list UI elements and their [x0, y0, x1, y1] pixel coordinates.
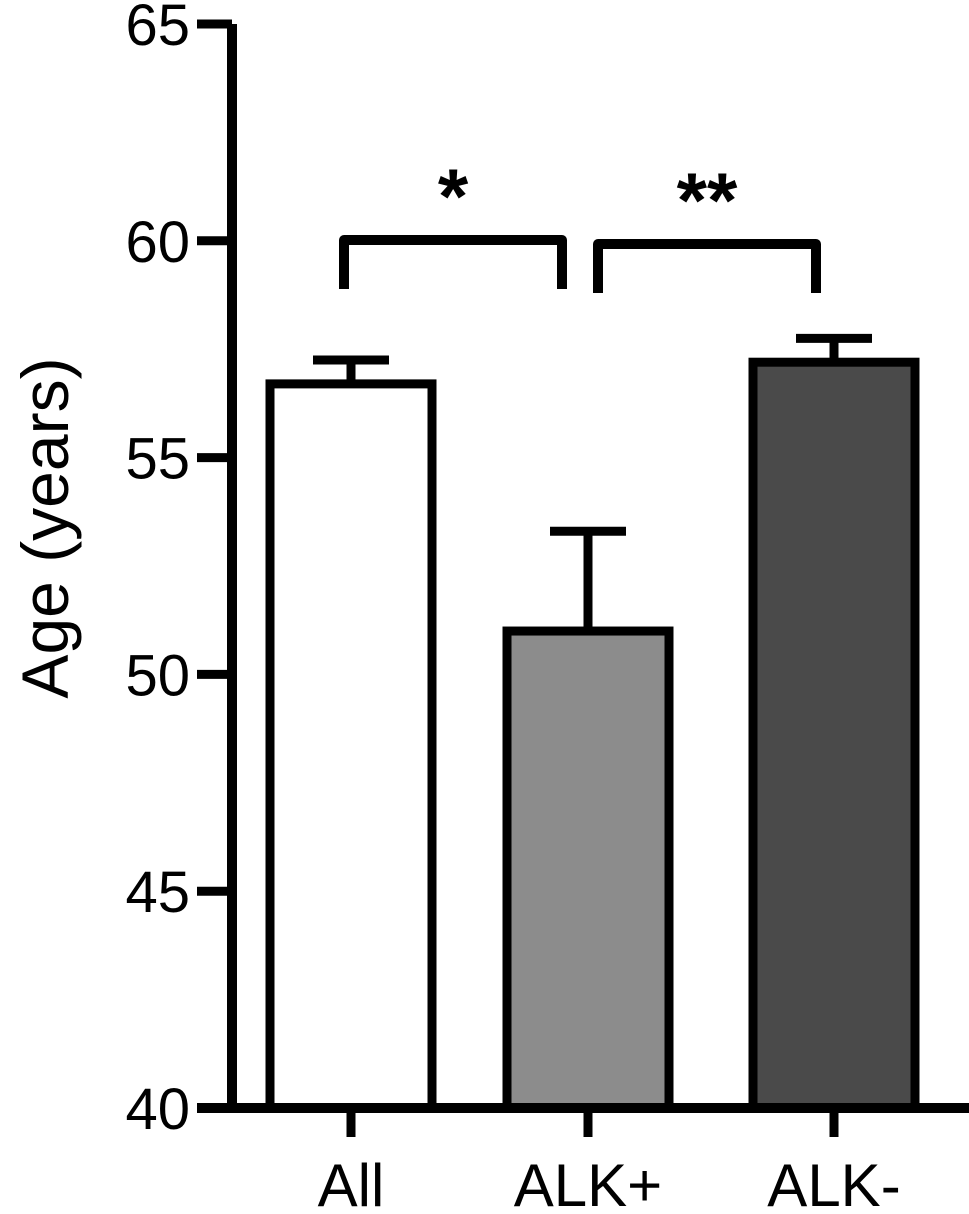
significance-label: *	[438, 152, 469, 240]
category-labels-layer: All ALK+ ALK-	[318, 1152, 901, 1214]
significance-layer: * **	[339, 152, 821, 293]
bars-layer	[265, 357, 920, 1113]
y-tick-label: 45	[125, 860, 190, 925]
significance-bracket	[593, 239, 821, 293]
y-tick-label: 65	[125, 0, 190, 58]
bar-all	[265, 379, 437, 1113]
y-tick-label: 40	[125, 1077, 190, 1142]
significance-label: **	[677, 156, 738, 244]
y-axis-title: Age (years)	[8, 357, 82, 698]
y-tick-label: 50	[125, 643, 190, 708]
x-category-label: All	[318, 1152, 385, 1214]
y-tick-label: 55	[125, 427, 190, 492]
ticks-layer: 40 45 50 55 60 65	[125, 0, 839, 1142]
error-bars-layer	[313, 333, 872, 632]
bar-alk-	[748, 357, 920, 1113]
x-category-label: ALK+	[514, 1152, 662, 1214]
axes-layer	[197, 24, 969, 1113]
y-tick-label: 60	[125, 210, 190, 275]
bar-alk-	[502, 626, 674, 1113]
x-category-label: ALK-	[767, 1152, 900, 1214]
significance-bracket	[339, 235, 567, 289]
